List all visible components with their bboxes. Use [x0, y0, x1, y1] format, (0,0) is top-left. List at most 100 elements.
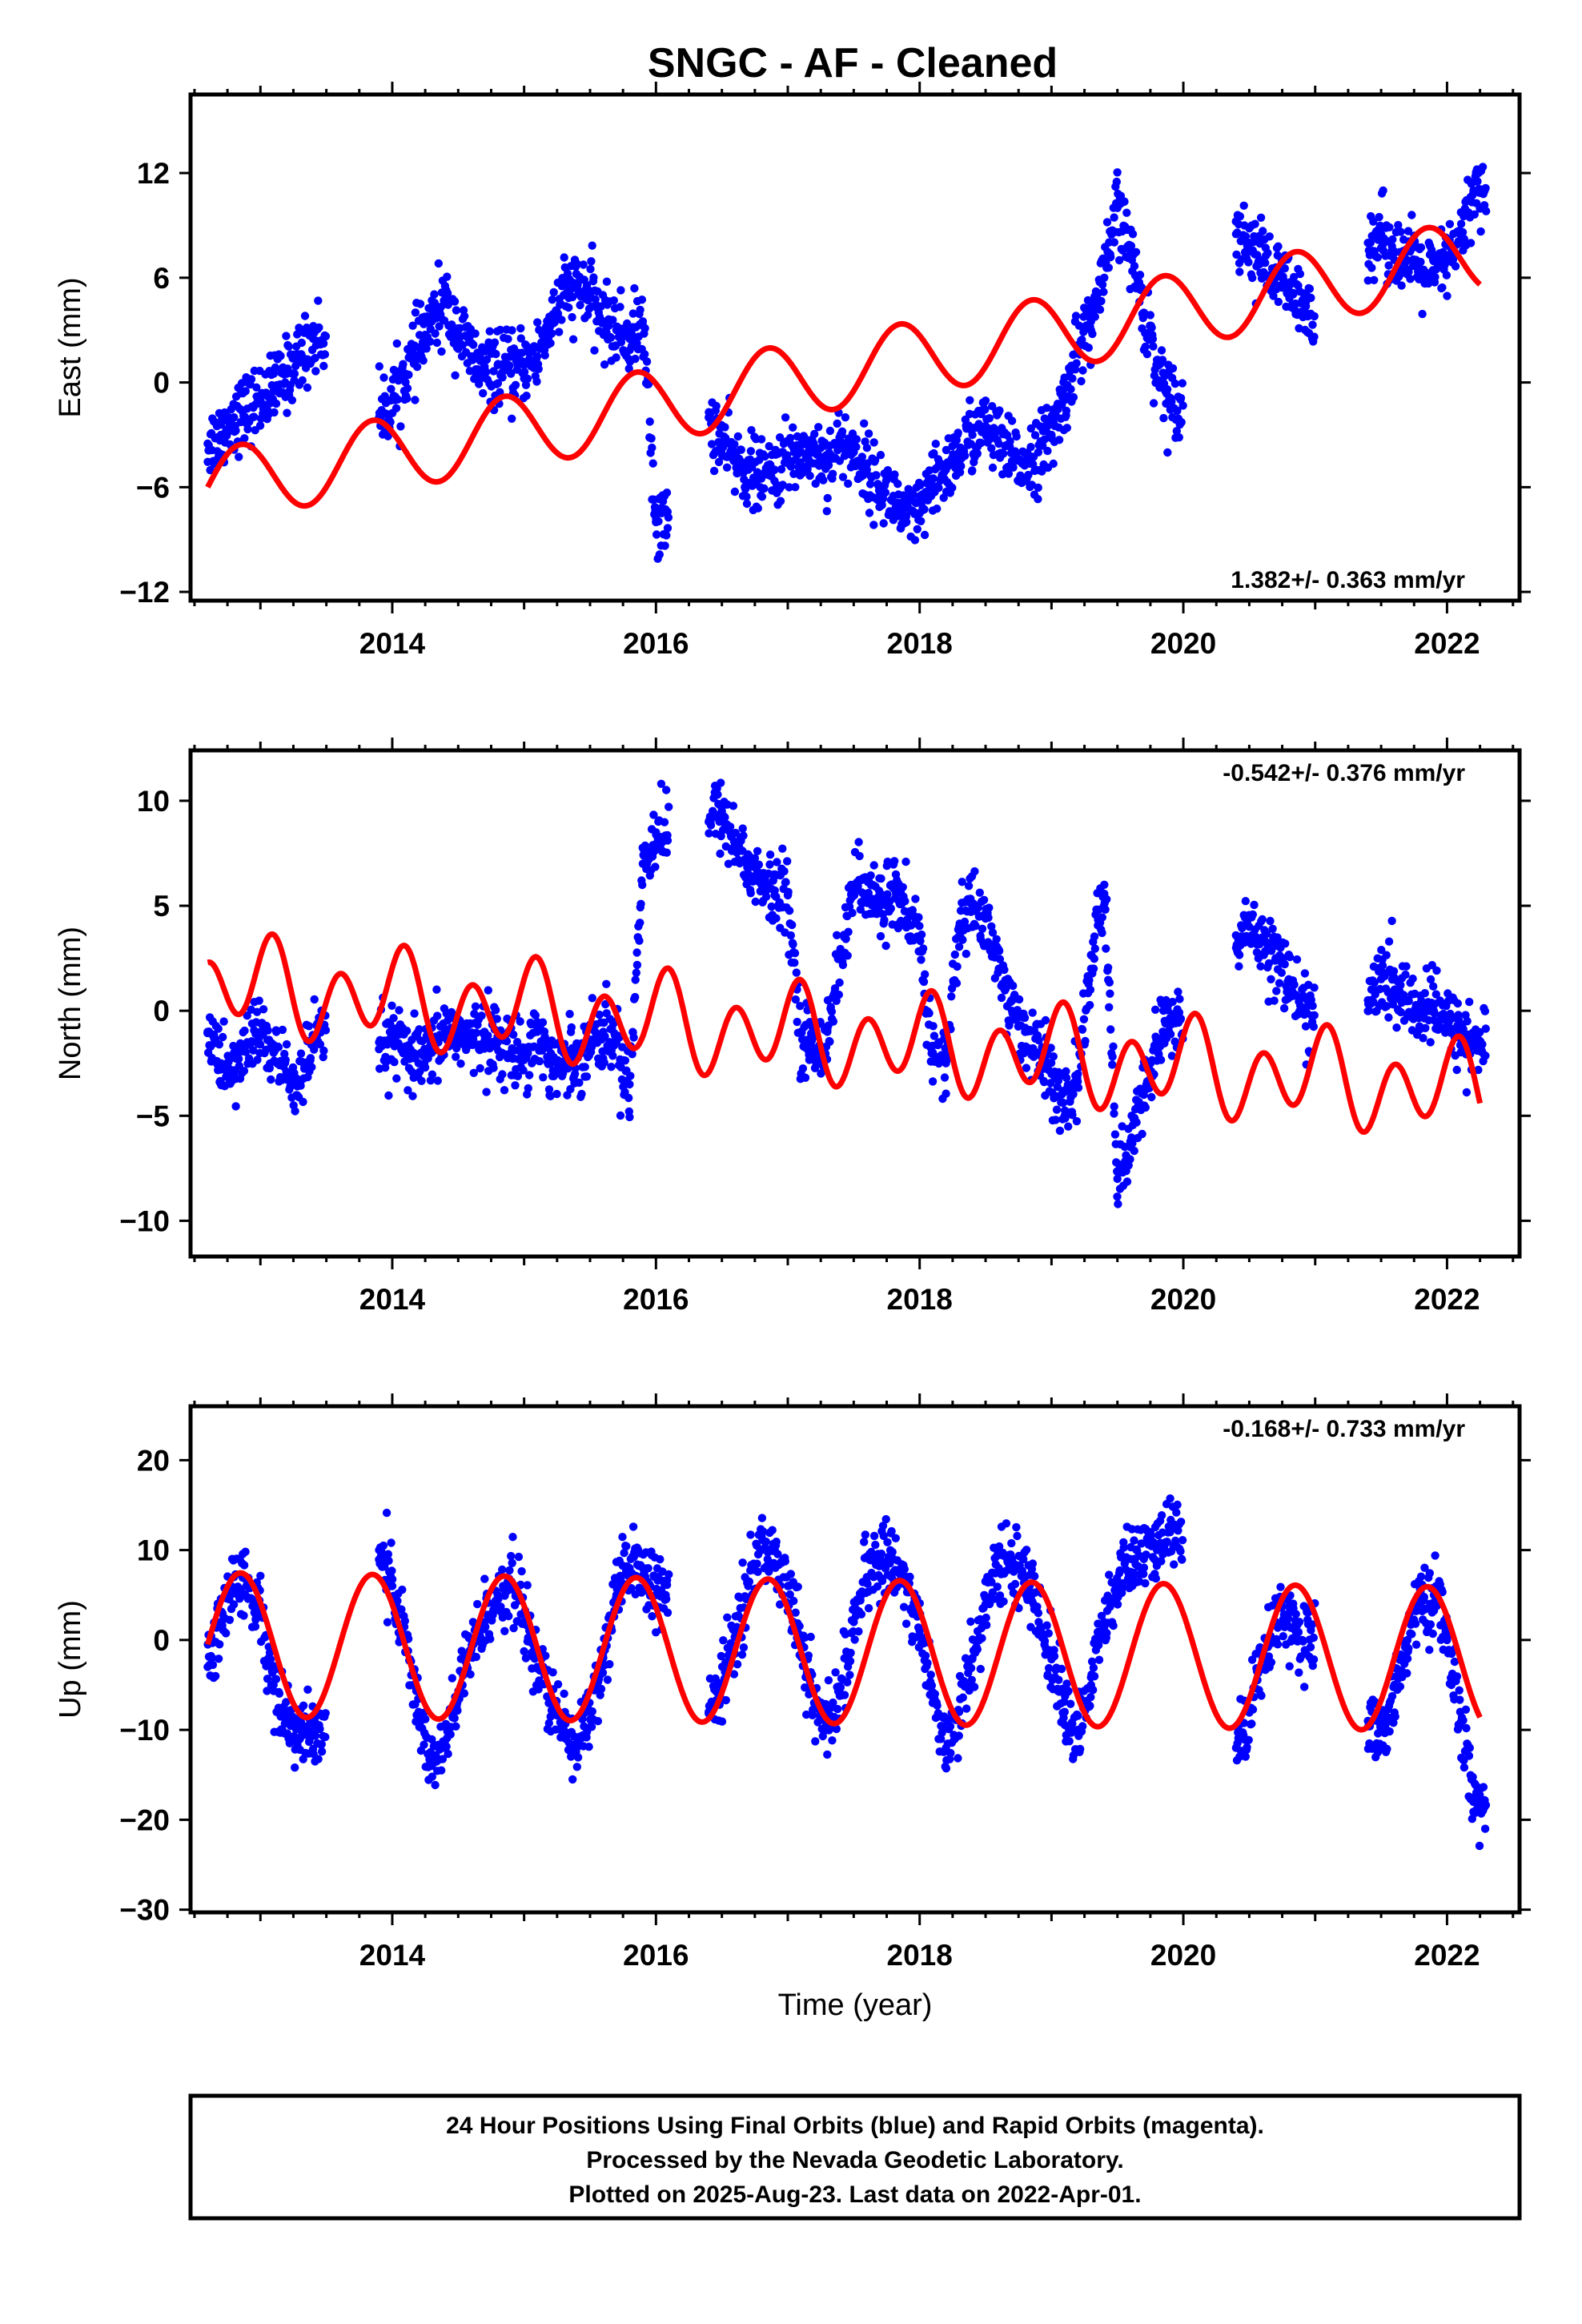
data-point	[733, 432, 742, 441]
x-tick-label: 2016	[623, 627, 689, 660]
data-point	[1382, 951, 1391, 959]
data-point	[319, 339, 328, 348]
data-point	[267, 1075, 275, 1084]
data-point	[421, 1715, 430, 1723]
data-point	[648, 459, 657, 468]
data-point	[1456, 219, 1466, 228]
data-point	[482, 355, 492, 364]
data-point	[664, 513, 673, 522]
data-point	[1069, 392, 1078, 402]
data-point	[730, 440, 739, 448]
data-point	[981, 912, 990, 921]
data-point	[1105, 1003, 1114, 1012]
data-point	[1407, 211, 1416, 219]
data-point	[498, 1070, 507, 1079]
data-point	[1403, 255, 1412, 265]
data-point	[1375, 212, 1383, 222]
data-point	[290, 369, 299, 378]
data-point	[792, 968, 801, 977]
data-point	[473, 1599, 482, 1609]
data-point	[567, 1023, 576, 1032]
data-point	[1113, 168, 1122, 177]
data-point	[239, 1561, 249, 1570]
data-point	[521, 380, 531, 389]
data-point	[805, 471, 814, 480]
data-point	[256, 1027, 265, 1036]
data-point	[1295, 269, 1305, 279]
data-point	[524, 1084, 532, 1093]
data-point	[255, 996, 263, 1005]
data-point	[1157, 346, 1166, 355]
data-point	[296, 1049, 306, 1058]
data-point	[739, 831, 748, 840]
data-point	[713, 790, 722, 799]
data-point	[1173, 406, 1182, 416]
data-point	[919, 977, 929, 987]
data-point	[1147, 1092, 1156, 1102]
data-point	[602, 277, 612, 286]
data-point	[1106, 252, 1115, 262]
data-point	[751, 897, 760, 907]
data-point	[806, 1632, 815, 1642]
data-point	[311, 367, 320, 376]
data-point	[827, 1007, 837, 1016]
data-point	[230, 1069, 239, 1079]
data-point	[1021, 1027, 1030, 1036]
data-point	[717, 1717, 727, 1726]
data-point	[770, 1546, 779, 1554]
data-point	[241, 387, 250, 396]
data-point	[920, 530, 930, 540]
data-point	[263, 1026, 272, 1035]
data-point	[783, 456, 793, 465]
data-point	[765, 850, 775, 859]
data-point	[881, 488, 890, 497]
data-point	[602, 979, 611, 989]
data-point	[869, 861, 878, 870]
data-point	[1481, 1024, 1491, 1033]
data-point	[1149, 399, 1158, 408]
data-point	[788, 920, 797, 930]
data-point	[1418, 309, 1427, 319]
data-point	[665, 1570, 673, 1579]
data-point	[810, 429, 819, 439]
data-point	[864, 429, 873, 438]
data-point	[790, 959, 799, 967]
data-point	[256, 1571, 265, 1581]
data-point	[901, 857, 910, 866]
data-point	[772, 914, 781, 923]
data-point	[1078, 1025, 1087, 1034]
data-point	[652, 828, 661, 837]
data-point	[1235, 962, 1243, 971]
data-points	[203, 1494, 1491, 1851]
data-point	[568, 335, 578, 344]
data-point	[1100, 880, 1109, 890]
data-point	[893, 480, 902, 489]
data-point	[1152, 360, 1162, 369]
x-tick-label: 2022	[1414, 627, 1480, 660]
y-tick-label: −10	[119, 1204, 170, 1237]
data-point	[631, 992, 640, 1002]
data-point	[596, 1684, 606, 1694]
data-point	[321, 1709, 330, 1718]
data-point	[950, 950, 960, 959]
data-point	[876, 451, 885, 460]
data-point	[660, 818, 669, 826]
data-point	[1235, 951, 1244, 959]
data-point	[761, 892, 771, 901]
data-point	[783, 1582, 793, 1590]
data-point	[1139, 1090, 1148, 1100]
data-point	[533, 318, 542, 327]
data-point	[1290, 272, 1299, 282]
data-point	[504, 335, 512, 344]
data-point	[757, 1546, 766, 1554]
data-point	[520, 368, 529, 376]
data-point	[747, 426, 756, 435]
data-point	[520, 1048, 528, 1057]
x-tick-label: 2014	[359, 627, 426, 660]
data-point	[869, 438, 878, 447]
data-point	[1086, 985, 1095, 995]
data-point	[1258, 255, 1267, 265]
data-point	[836, 439, 845, 448]
data-point	[420, 1740, 428, 1749]
data-point	[560, 1689, 568, 1699]
